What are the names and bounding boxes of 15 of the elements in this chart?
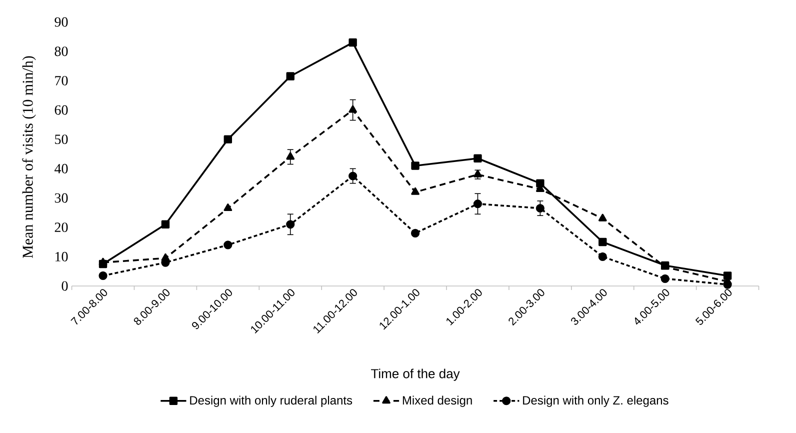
y-tick-label: 70 bbox=[55, 76, 68, 86]
y-axis-title: Mean number of visits (10 min/h) bbox=[22, 56, 36, 258]
y-tick-label: 60 bbox=[54, 105, 68, 115]
y-tick-label: 0 bbox=[62, 281, 68, 291]
y-tick-label: 80 bbox=[54, 46, 68, 56]
legend-label: Mixed design bbox=[402, 396, 472, 407]
legend-label: Design with only ruderal plants bbox=[190, 396, 352, 407]
y-tick-label: 50 bbox=[55, 134, 68, 144]
x-axis-title: Time of the day bbox=[371, 368, 460, 381]
y-tick-label: 20 bbox=[54, 222, 68, 232]
y-tick-label: 90 bbox=[54, 17, 68, 27]
y-tick-label: 30 bbox=[54, 193, 68, 203]
y-tick-label: 10 bbox=[55, 252, 68, 262]
y-tick-label: 40 bbox=[54, 164, 68, 174]
legend-label: Design with only Z. elegans bbox=[523, 396, 668, 407]
